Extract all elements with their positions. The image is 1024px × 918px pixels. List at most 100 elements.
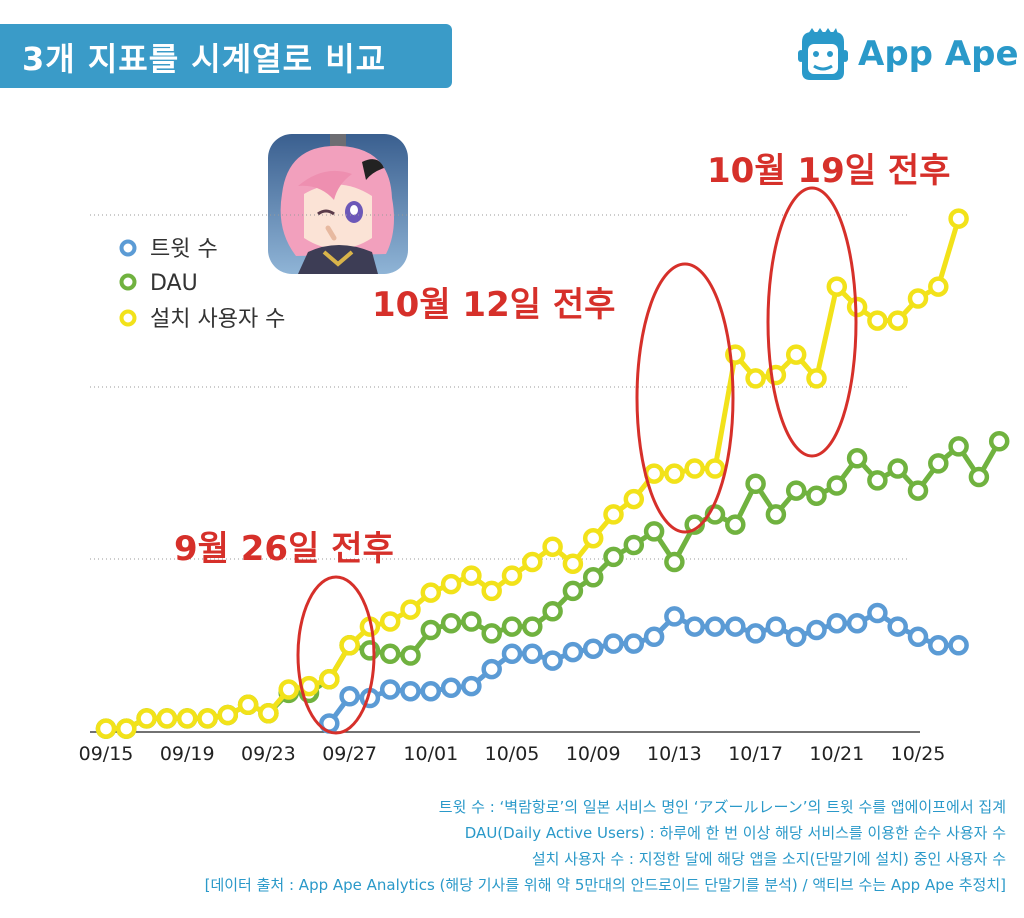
data-point [867, 602, 888, 624]
x-tick-label: 09/23 [241, 743, 296, 765]
data-point [156, 708, 178, 729]
data-point [582, 638, 604, 659]
data-point [400, 680, 421, 702]
data-point [928, 635, 949, 656]
data-point [968, 466, 990, 488]
page-title: 3개 지표를 시계열로 비교 [22, 40, 387, 78]
data-point [359, 640, 381, 661]
legend-marker [119, 239, 137, 257]
app-ape-logo: App Ape [796, 28, 1019, 88]
chart-axis: 09/15 09/19 09/23 09/27 10/01 10/05 10/09 10/13… [79, 731, 946, 765]
x-tick-label: 10/13 [647, 743, 702, 765]
data-point [379, 611, 401, 632]
series-0 [319, 602, 969, 734]
data-point [319, 669, 340, 690]
data-point [582, 567, 604, 588]
data-point [379, 643, 401, 665]
data-point [461, 675, 482, 697]
data-point [501, 565, 523, 586]
x-tick-label: 10/21 [809, 743, 864, 765]
data-point [542, 601, 563, 622]
game-app-icon [268, 134, 408, 274]
legend-label: DAU [150, 271, 198, 296]
data-point [684, 616, 705, 637]
data-point [745, 473, 766, 495]
x-tick-label: 09/15 [79, 743, 134, 765]
data-point [948, 436, 969, 457]
data-point [116, 718, 137, 739]
footnote-tweets: 트윗 수 : ‘벽람항로’의 일본 서비스 명인 ‘アズールレーン’의 트윗 수… [438, 798, 1006, 816]
data-point [603, 633, 624, 654]
legend-marker [119, 273, 137, 291]
data-point [867, 310, 888, 331]
data-point [887, 458, 908, 479]
footnote-installs: 설치 사용자 수 : 지정한 달에 해당 앱을 소지(단말기에 설치) 중인 사… [531, 850, 1006, 868]
data-point [582, 527, 604, 549]
data-point [217, 704, 239, 726]
x-tick-label: 10/01 [403, 743, 458, 765]
data-point [867, 470, 888, 491]
series-1 [95, 431, 1010, 739]
series-line [106, 440, 1002, 732]
data-point [522, 616, 543, 637]
series-2 [95, 208, 969, 739]
data-point [603, 504, 624, 525]
data-point [420, 619, 442, 641]
data-point [887, 310, 908, 331]
data-point [481, 658, 502, 680]
data-point [258, 703, 279, 724]
data-point [704, 616, 726, 637]
data-point [785, 626, 807, 648]
chart-annotations: 9월 26일 전후 10월 12일 전후 10월 19일 전후 [174, 151, 950, 735]
data-point [420, 582, 442, 603]
data-point [501, 616, 523, 637]
data-point [907, 480, 929, 501]
data-point [765, 504, 787, 525]
x-tick-label: 10/05 [485, 743, 540, 765]
data-point [806, 368, 827, 389]
footnote-dau: DAU(Daily Active Users) : 하루에 한 번 이상 해당 … [464, 824, 1006, 842]
data-point [237, 694, 259, 716]
data-point [379, 679, 401, 700]
data-point [522, 643, 543, 665]
data-point [95, 718, 117, 739]
data-point [826, 475, 848, 496]
data-point [765, 616, 787, 637]
data-point [806, 485, 827, 506]
data-point [542, 650, 563, 671]
data-point [176, 708, 198, 729]
legend-label: 설치 사용자 수 [150, 307, 285, 332]
annotation-label: 9월 26일 전후 [174, 529, 394, 569]
data-point [664, 606, 685, 627]
data-point [948, 208, 969, 229]
data-point [887, 616, 908, 637]
x-tick-label: 10/25 [891, 743, 946, 765]
data-point [826, 276, 848, 297]
ape-face-icon [798, 28, 848, 80]
data-point [542, 536, 563, 557]
data-point [136, 708, 157, 729]
data-point [400, 645, 421, 666]
data-point [745, 368, 766, 389]
data-point [785, 344, 807, 365]
data-point [623, 534, 645, 556]
game-character-icon [268, 134, 408, 274]
data-point [501, 643, 523, 665]
data-point [907, 288, 929, 309]
data-point [562, 553, 584, 574]
data-point [440, 612, 462, 634]
data-point [948, 635, 969, 656]
highlight-ellipse [296, 575, 376, 735]
data-point [684, 458, 705, 479]
data-point [461, 565, 482, 586]
data-point [522, 551, 543, 573]
data-point [725, 616, 746, 637]
data-point [643, 521, 665, 542]
data-point [643, 626, 665, 648]
data-point [745, 623, 766, 644]
data-point [481, 623, 502, 644]
data-point [623, 633, 645, 654]
data-point [420, 680, 442, 702]
data-point [440, 677, 462, 699]
data-point [846, 448, 868, 469]
